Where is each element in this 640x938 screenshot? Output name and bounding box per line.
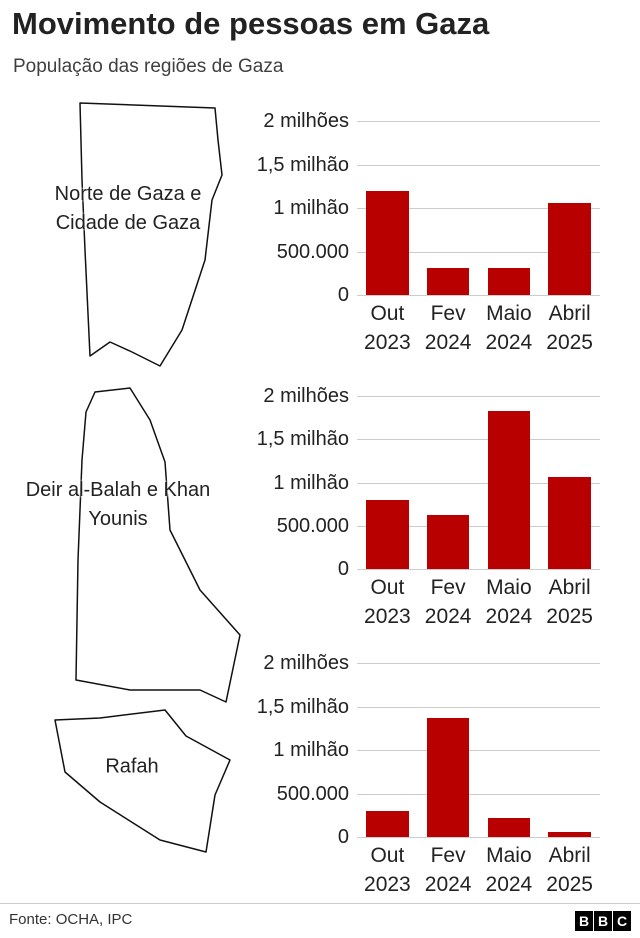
x-tick-label: Out 2023 (364, 302, 411, 354)
x-tick-label: Maio 2024 (485, 302, 533, 354)
bar (426, 268, 470, 295)
grid-line (357, 295, 600, 296)
y-tick-label: 1 milhão (273, 197, 349, 219)
grid-line (357, 750, 600, 751)
y-tick-label: 0 (337, 558, 349, 580)
grid-line (357, 164, 600, 166)
x-tick-label: Maio 2024 (485, 576, 533, 628)
grid-line (357, 121, 600, 122)
subtitle: População das regiões de Gaza (13, 56, 284, 77)
grid-line (357, 482, 600, 484)
logo-letter: B (594, 911, 612, 931)
grid-line (357, 837, 600, 838)
region-label: Rafah (105, 755, 159, 778)
x-tick-label: Fev 2024 (424, 576, 472, 628)
bar (487, 268, 531, 295)
y-tick-label: 500.000 (276, 782, 349, 805)
grid-line (357, 706, 600, 708)
map-middle (75, 387, 241, 703)
region-label: Norte de Gaza e Cidade de Gaza (54, 183, 202, 234)
title: Movimento de pessoas em Gaza (12, 6, 490, 41)
y-tick-label: 1,5 milhão (256, 695, 349, 718)
grid-line (357, 208, 600, 209)
y-tick-label: 0 (337, 284, 349, 306)
region-label: Deir al-Balah e Khan Younis (25, 479, 211, 530)
grid-line (357, 396, 600, 397)
grid-line (357, 439, 600, 441)
logo-letter: B (575, 911, 593, 931)
logo-letter: C (613, 911, 631, 931)
footer-rule (0, 903, 640, 904)
grid-line (357, 569, 600, 570)
bar (426, 717, 470, 837)
grid-line (357, 663, 600, 664)
x-tick-label: Fev 2024 (424, 302, 472, 354)
x-tick-label: Fev 2024 (424, 844, 472, 896)
x-tick-label: Abril 2025 (546, 844, 593, 896)
bar (487, 817, 531, 837)
y-tick-label: 500.000 (276, 514, 349, 537)
bar (426, 515, 470, 569)
map-north (79, 102, 223, 367)
y-tick-label: 2 milhões (263, 110, 349, 132)
y-tick-label: 0 (337, 826, 349, 848)
y-tick-label: 2 milhões (263, 652, 349, 674)
bar (366, 190, 409, 295)
grid-line (357, 793, 600, 795)
y-tick-label: 2 milhões (263, 385, 349, 407)
y-tick-label: 1,5 milhão (256, 428, 349, 451)
x-tick-label: Abril 2025 (546, 576, 593, 628)
grid-line (357, 525, 600, 527)
map-rafah (54, 709, 231, 853)
bar (548, 477, 591, 569)
y-tick-label: 1 milhão (273, 739, 349, 761)
bar (366, 810, 409, 837)
y-tick-label: 1 milhão (273, 471, 349, 494)
bar (548, 202, 591, 295)
y-tick-label: 500.000 (276, 240, 349, 263)
y-tick-label: 1,5 milhão (256, 153, 349, 176)
x-tick-label: Out 2023 (364, 576, 411, 628)
x-tick-label: Abril 2025 (546, 302, 593, 354)
bar (548, 831, 591, 837)
source: Fonte: OCHA, IPC (9, 911, 133, 928)
bar (487, 410, 531, 569)
grid-line (357, 251, 600, 253)
x-tick-label: Out 2023 (364, 844, 411, 896)
bar (366, 499, 409, 569)
x-tick-label: Maio 2024 (485, 844, 533, 896)
